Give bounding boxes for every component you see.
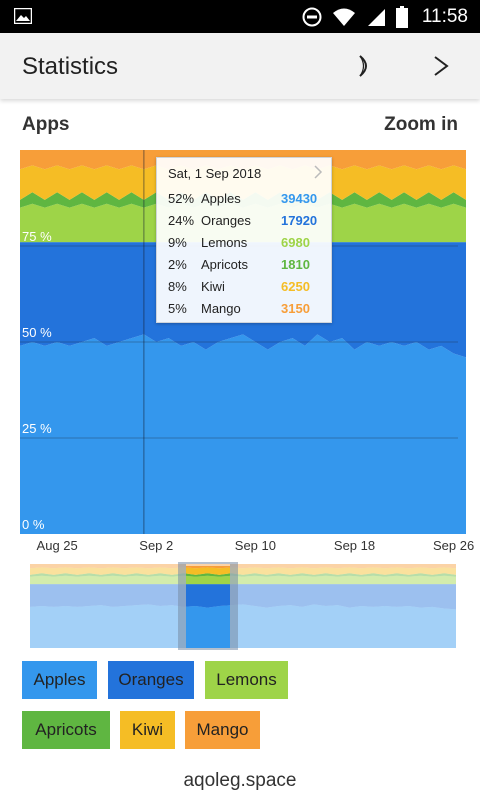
x-tick-label: Sep 26 <box>433 538 475 553</box>
app-bar: Statistics <box>0 33 480 99</box>
tooltip-series-name: Lemons <box>201 235 248 250</box>
tooltip-value: 1810 <box>281 257 310 272</box>
mini-series-apples <box>30 604 456 648</box>
data-tooltip[interactable]: Sat, 1 Sep 2018 52% Apples 39430 24% Oranges… <box>156 157 332 323</box>
y-tick-label: 25 % <box>22 421 52 436</box>
y-tick-label: 0 % <box>22 517 45 532</box>
chevron-right-icon[interactable] <box>428 51 456 81</box>
range-handle-right[interactable] <box>230 562 238 650</box>
tooltip-series-name: Apricots <box>201 257 248 272</box>
zoom-in-label[interactable]: Zoom in <box>384 114 458 135</box>
y-tick-label: 75 % <box>22 229 52 244</box>
tooltip-date: Sat, 1 Sep 2018 <box>168 166 262 181</box>
x-tick-label: Sep 10 <box>234 538 276 553</box>
tooltip-percent: 8% <box>168 279 187 294</box>
tooltip-row-oranges: 24% Oranges 17920 <box>157 213 333 233</box>
image-icon <box>14 8 32 24</box>
tooltip-series-name: Mango <box>201 301 241 316</box>
do-not-disturb-icon <box>302 7 322 27</box>
tooltip-row-apricots: 2% Apricots 1810 <box>157 257 333 277</box>
legend-toggle-kiwi[interactable]: Kiwi <box>120 711 175 749</box>
y-tick-label: 50 % <box>22 325 52 340</box>
x-tick-label: Aug 25 <box>36 538 78 553</box>
status-bar: 11:58 <box>0 0 480 33</box>
legend-toggle-apples[interactable]: Apples <box>22 661 97 699</box>
mini-window-series-apples <box>186 605 230 648</box>
tooltip-row-apples: 52% Apples 39430 <box>157 191 333 211</box>
tooltip-value: 6250 <box>281 279 310 294</box>
tooltip-value: 17920 <box>281 213 318 228</box>
x-axis: Aug 25 Sep 2 Sep 10 Sep 18 Sep 26 <box>0 538 480 558</box>
tooltip-percent: 5% <box>168 301 187 316</box>
clock: 11:58 <box>421 6 468 27</box>
range-window-bottom <box>186 648 230 650</box>
status-icons: 11:58 <box>302 6 468 28</box>
legend-toggle-mango[interactable]: Mango <box>185 711 260 749</box>
signal-icon <box>367 9 385 26</box>
tooltip-percent: 24% <box>168 213 195 228</box>
tooltip-row-mango: 5% Mango 3150 <box>157 301 333 321</box>
legend-toggle-lemons[interactable]: Lemons <box>205 661 288 699</box>
mini-window-series-kiwi <box>186 567 230 575</box>
chart-title: Apps <box>22 114 70 135</box>
tooltip-series-name: Oranges <box>201 213 251 228</box>
x-tick-label: Sep 18 <box>333 538 376 553</box>
tooltip-value: 3150 <box>281 301 310 316</box>
mini-series-mango <box>30 564 456 569</box>
tooltip-series-name: Apples <box>201 191 241 206</box>
mini-window-series-lemons <box>186 575 230 585</box>
page-title: Statistics <box>22 53 119 80</box>
tooltip-value: 39430 <box>281 191 318 206</box>
tooltip-value: 6980 <box>281 235 310 250</box>
mini-series-oranges <box>30 584 456 610</box>
battery-icon <box>395 6 408 28</box>
moon-icon[interactable] <box>350 51 378 81</box>
tooltip-row-lemons: 9% Lemons 6980 <box>157 235 333 255</box>
mini-window-series-oranges <box>186 584 230 608</box>
main-series-apples <box>20 334 466 534</box>
range-selector[interactable] <box>30 562 456 650</box>
legend-toggle-oranges[interactable]: Oranges <box>108 661 194 699</box>
mini-series-lemons <box>30 575 456 585</box>
footer-text: aqoleg.space <box>183 770 297 791</box>
legend-toggle-apricots[interactable]: Apricots <box>22 711 110 749</box>
wifi-icon <box>332 8 355 26</box>
tooltip-percent: 52% <box>168 191 195 206</box>
minimap-svg[interactable] <box>30 562 456 650</box>
range-window-top <box>186 562 230 564</box>
tooltip-chevron-icon <box>314 165 323 179</box>
mini-window-series-mango <box>186 566 230 569</box>
mini-series-kiwi <box>30 567 456 575</box>
range-handle-left[interactable] <box>178 562 186 650</box>
mini-window-series-apricots <box>186 573 230 577</box>
tooltip-series-name: Kiwi <box>201 279 225 294</box>
tooltip-percent: 9% <box>168 235 187 250</box>
x-tick-label: Sep 2 <box>139 538 174 553</box>
tooltip-percent: 2% <box>168 257 187 272</box>
tooltip-row-kiwi: 8% Kiwi 6250 <box>157 279 333 299</box>
